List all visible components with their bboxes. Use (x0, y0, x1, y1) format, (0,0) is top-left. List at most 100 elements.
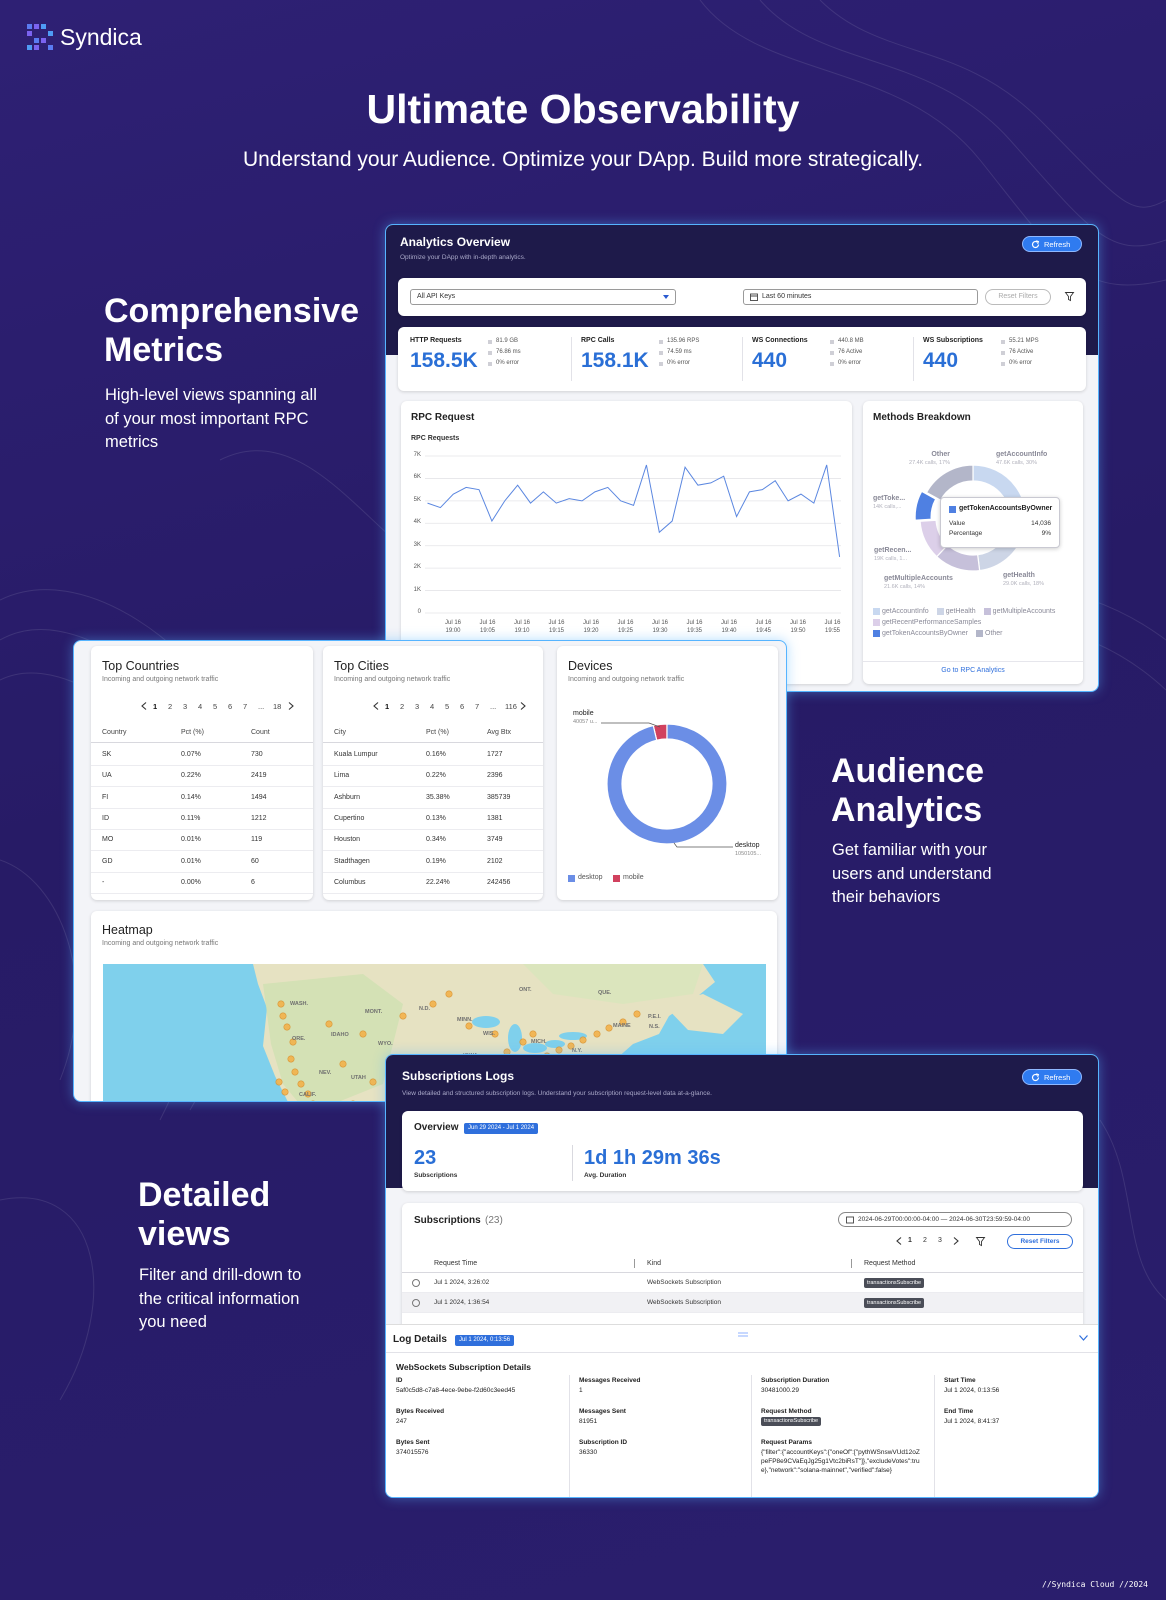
row-rule (91, 871, 313, 873)
stat-detail-dot (659, 340, 663, 344)
pagination-prev-path (896, 1237, 902, 1245)
field-label: Bytes Sent (396, 1439, 430, 1446)
pagination-page[interactable]: 5 (213, 702, 218, 711)
pagination-page[interactable]: 1 (908, 1237, 912, 1244)
map-lake (523, 1043, 547, 1053)
card-divider (863, 661, 1083, 662)
tooltip-row-value: 14,036 (1031, 520, 1051, 527)
table-cell: FI (102, 793, 109, 801)
log-details: Log Details Jul 1 2024, 0:13:56 WebSockets… (386, 1324, 1098, 1497)
column-header: Kind (647, 1260, 662, 1267)
api-key-select[interactable]: All API Keys (410, 289, 676, 305)
x-tick-label: Jul 16 19:25 (617, 620, 634, 634)
table-cell: 1212 (251, 814, 267, 822)
pagination-page[interactable]: 7 (243, 702, 248, 711)
pagination-page[interactable]: 6 (460, 702, 465, 711)
field-value: 81951 (579, 1418, 598, 1425)
row-rule (91, 828, 313, 830)
table-cell: UA (102, 772, 112, 780)
row-radio[interactable] (412, 1299, 420, 1307)
stat-detail: 81.9 GB (496, 338, 519, 344)
pagination-page[interactable]: 1 (153, 702, 158, 711)
feature-title: Audience Analytics (831, 752, 985, 829)
rpc-chart-card: RPC Request RPC Requests 0 1K 2K 3K 4K 5K 6K 7K Ju… (401, 401, 852, 684)
stat-label: Subscriptions (414, 1172, 458, 1179)
panel-subtitle: Optimize your DApp with in-depth analyti… (400, 254, 526, 261)
pagination-page[interactable]: 2 (168, 702, 173, 711)
pagination-page[interactable]: 116 (505, 702, 517, 711)
pagination-next-path (953, 1237, 959, 1245)
map-label: WYO. (378, 1041, 393, 1047)
pagination-page[interactable]: 5 (445, 702, 450, 711)
legend-swatch (936, 608, 944, 615)
legend-label: getTokenAccountsByOwner (882, 630, 968, 637)
table-cell: 60 (251, 857, 259, 865)
pagination-page[interactable]: 6 (228, 702, 233, 711)
legend-swatch (873, 619, 880, 626)
pie-slice (914, 490, 937, 521)
pagination-page[interactable]: 7 (475, 702, 480, 711)
y-tick-label: 1K (413, 586, 421, 593)
pagination-page[interactable]: 18 (273, 702, 282, 711)
legend-item: getTokenAccountsByOwner (873, 629, 968, 638)
subscriptions-card: Subscriptions (23) 2024-06-29T00:00:00-04:… (402, 1203, 1083, 1333)
pagination-page[interactable]: ... (258, 702, 265, 711)
reset-filters-button[interactable]: Reset Filters (985, 289, 1051, 305)
rpc-analytics-link[interactable]: Go to RPC Analytics (941, 667, 1005, 674)
callout-detail: 29.0K calls, 18% (1003, 581, 1044, 587)
map-point (281, 1088, 289, 1096)
pagination-page[interactable]: 3 (183, 702, 188, 711)
table-cell: 0.01% (181, 836, 201, 844)
pagination-page[interactable]: 3 (415, 702, 420, 711)
callout-detail: 27.4K calls, 17% (909, 460, 950, 466)
table-cell: 119 (251, 836, 263, 844)
field-label: Subscription ID (579, 1439, 628, 1446)
refresh-button[interactable]: Refresh (1022, 1069, 1082, 1085)
row-radio[interactable] (412, 1279, 420, 1287)
date-range-input[interactable]: 2024-06-29T00:00:00-04:00 — 2024-06-30T2… (838, 1212, 1072, 1227)
callout-detail: 14K calls,... (873, 504, 902, 510)
stat-value: 440 (923, 349, 959, 372)
calendar-icon (846, 1216, 854, 1224)
refresh-button[interactable]: Refresh (1022, 236, 1082, 252)
row-rule (323, 892, 543, 894)
map-label: MINN. (457, 1017, 473, 1023)
y-tick-label: 6K (413, 474, 421, 481)
map-point (567, 1042, 575, 1050)
pagination-page[interactable]: 4 (198, 702, 203, 711)
pagination-page[interactable]: 2 (923, 1237, 927, 1244)
reset-filters-button[interactable]: Reset Filters (1007, 1234, 1073, 1249)
stat-detail-dot (830, 362, 834, 366)
refresh-icon-head (1035, 1073, 1040, 1078)
legend-label: desktop (578, 874, 603, 881)
x-tick-label: Jul 16 19:55 (824, 620, 841, 634)
x-tick-label: Jul 16 19:05 (479, 620, 496, 634)
header-rule (323, 742, 543, 743)
field-value: 30481000.29 (761, 1387, 799, 1394)
date-range-value: 2024-06-29T00:00:00-04:00 — 2024-06-30T2… (858, 1216, 1031, 1223)
chart-label: RPC Requests (411, 435, 460, 442)
column-header: Pct (%) (181, 729, 204, 736)
pagination-page[interactable]: 3 (938, 1237, 942, 1244)
stat-detail-dot (1001, 340, 1005, 344)
methods-card: Methods Breakdown getAccountInfo 47.6K cal… (863, 401, 1083, 684)
pagination-next-path (520, 702, 526, 710)
pagination-page[interactable]: 1 (385, 702, 390, 711)
field-value: 5af0c5d8-c7a8-4ece-9ebe-f2d60c3eed45 (396, 1387, 516, 1394)
card-subtitle: Incoming and outgoing network traffic (334, 676, 451, 683)
reset-filters-label: Reset Filters (998, 293, 1038, 300)
table-cell: 0.19% (426, 857, 446, 865)
pagination-page[interactable]: ... (490, 702, 497, 711)
pagination-page[interactable]: 4 (430, 702, 435, 711)
pie-slice (606, 723, 728, 845)
pagination-page[interactable]: 2 (400, 702, 405, 711)
filter-icon (975, 1237, 986, 1247)
map-point (579, 1036, 587, 1044)
card-title: Top Cities (334, 659, 389, 673)
time-range-input[interactable]: Last 60 minutes (743, 289, 978, 305)
table-cell: 0.11% (181, 814, 201, 822)
log-heading: WebSockets Subscription Details (396, 1362, 531, 1372)
map-land-patch (263, 974, 403, 1101)
row-rule (91, 850, 313, 852)
stat-detail: 0% error (496, 360, 520, 366)
